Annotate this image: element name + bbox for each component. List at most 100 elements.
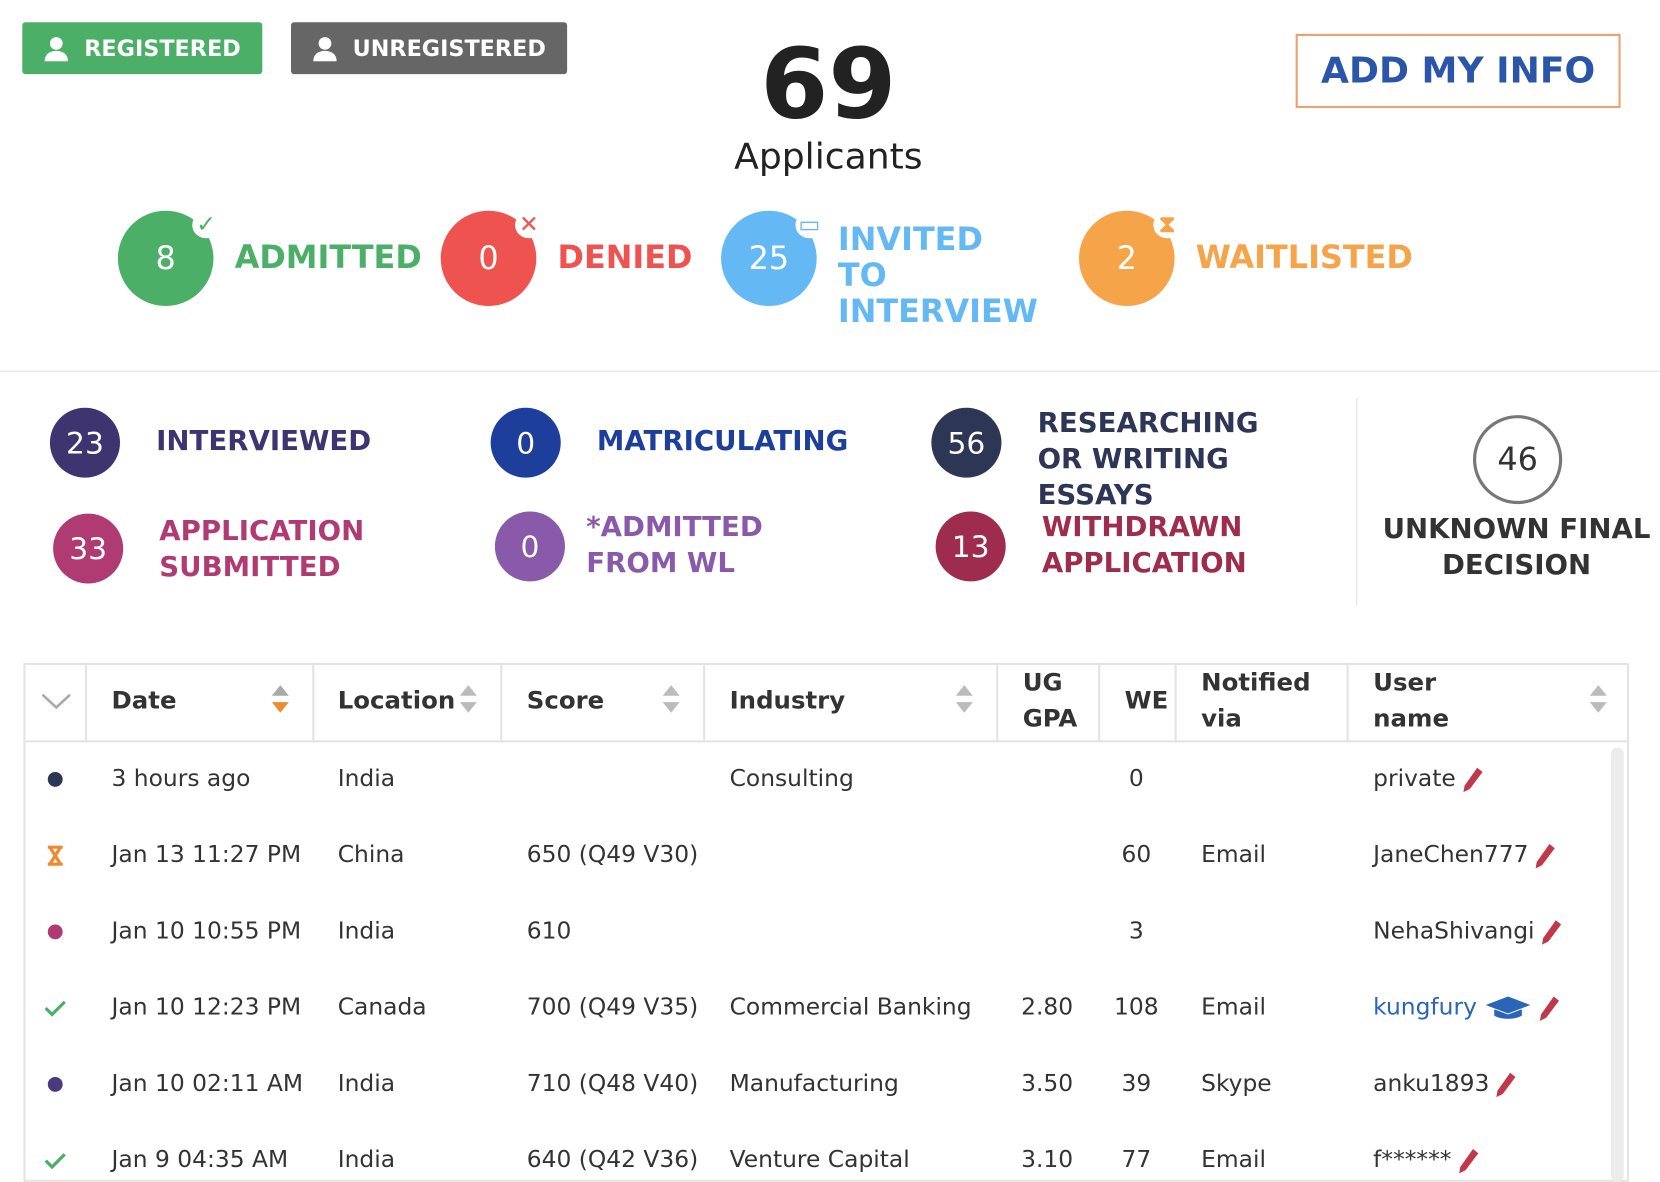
divider [1356, 398, 1358, 606]
button-label: UNREGISTERED [352, 35, 546, 61]
applicant-label: Applicants [734, 135, 923, 178]
status-label: MATRICULATING [596, 425, 849, 458]
scrollbar[interactable] [1611, 747, 1624, 1182]
table-cell: 710 (Q48 V40) [526, 1070, 699, 1098]
status-badge: ✕ [515, 211, 543, 239]
sort-icon [270, 683, 291, 719]
status-label: APPLICATION SUBMITTED [159, 515, 365, 584]
status-icon [45, 845, 66, 870]
edit-icon[interactable] [1477, 994, 1560, 1021]
pencil [1496, 1072, 1516, 1098]
unknown-count: 46 [1472, 415, 1563, 505]
user-icon [44, 36, 69, 61]
status-badge: ▭ [795, 211, 824, 239]
column-header: UG GPA [1022, 669, 1078, 733]
icon [44, 1153, 66, 1170]
status-icon [44, 998, 66, 1023]
applicant-count: 69 [760, 27, 897, 141]
sort-arrows[interactable] [661, 683, 682, 715]
column-header: Notified via [1201, 669, 1311, 733]
edit-icon[interactable] [1535, 918, 1563, 945]
table-cell: India [337, 1146, 396, 1174]
divider [0, 370, 1660, 372]
sort-arrows[interactable] [458, 683, 479, 715]
status-count: 0 [490, 407, 561, 478]
column-header: Location [337, 687, 456, 715]
pencil [1463, 767, 1483, 793]
table-cell: 60 [1121, 841, 1152, 869]
status-icon [44, 1150, 66, 1175]
table-cell: Jan 9 04:35 AM [111, 1146, 289, 1174]
table-cell: Jan 10 12:23 PM [111, 994, 302, 1021]
sort-arrows[interactable] [954, 683, 975, 715]
table-cell: Email [1201, 994, 1266, 1021]
table-cell: Email [1201, 1146, 1266, 1174]
status-count: 33 [53, 513, 124, 584]
sort-arrows[interactable] [270, 683, 291, 715]
edit-icon[interactable] [1456, 766, 1484, 793]
status-count: 8 [117, 210, 214, 307]
column-header: Score [526, 687, 605, 715]
table-cell: 77 [1121, 1146, 1152, 1174]
unregistered-button[interactable]: UNREGISTERED [290, 22, 568, 75]
status-badge: ⧗ [1153, 211, 1181, 239]
table-cell: f****** [1373, 1145, 1479, 1177]
column-rule [1174, 662, 1177, 743]
column-rule [312, 662, 315, 743]
table-cell: India [337, 918, 396, 945]
status-label: WITHDRAWN APPLICATION [1041, 511, 1247, 580]
table-cell: Skype [1201, 1070, 1272, 1098]
table-cell: NehaShivangi [1373, 916, 1562, 948]
table-cell: Email [1201, 841, 1266, 869]
table-cell: Manufacturing [729, 1070, 899, 1098]
table-cell: 0 [1128, 765, 1144, 793]
table-cell: India [337, 765, 396, 793]
status-label: INVITED TO INTERVIEW [837, 221, 1038, 331]
button-label: REGISTERED [84, 35, 241, 61]
status-count: 0 [494, 511, 565, 582]
column-rule [1098, 662, 1101, 743]
column-header: User name [1373, 669, 1450, 733]
status-icon [45, 769, 66, 794]
header-rule [23, 740, 1630, 743]
registered-button[interactable]: REGISTERED [22, 22, 263, 75]
table-cell: 3.50 [1021, 1070, 1074, 1098]
icon [44, 1000, 66, 1017]
pencil [1458, 1149, 1479, 1174]
add-info-button[interactable]: ADD MY INFO [1295, 33, 1621, 109]
column-rule [84, 662, 88, 743]
column-rule [703, 662, 706, 743]
table-cell: Canada [337, 994, 427, 1021]
table-cell: Venture Capital [729, 1146, 910, 1174]
pencil [1541, 920, 1562, 945]
edit-icon[interactable] [1451, 1147, 1479, 1174]
sort-icon [954, 683, 975, 719]
user-icon [313, 36, 337, 61]
column-rule [500, 662, 503, 743]
icon [47, 924, 63, 940]
table-cell: India [337, 1070, 396, 1098]
status-count: 13 [935, 511, 1006, 582]
edit-icon[interactable] [1528, 842, 1556, 869]
pencil [1535, 844, 1556, 869]
status-icon [45, 921, 66, 946]
table-cell: kungfury [1373, 992, 1560, 1024]
icon [47, 1077, 63, 1092]
icon [47, 772, 63, 787]
sort-icon [1588, 683, 1609, 719]
status-count: 23 [49, 407, 121, 478]
status-icon [45, 1074, 66, 1099]
table-cell: 39 [1121, 1070, 1152, 1098]
edit-icon[interactable] [1489, 1071, 1517, 1098]
table-cell: China [337, 841, 405, 869]
table-cell: private [1373, 764, 1483, 796]
column-rule [996, 662, 999, 743]
status-label: RESEARCHING OR WRITING ESSAYS [1037, 407, 1259, 512]
sort-icon [458, 683, 479, 719]
collapse-icon[interactable] [40, 690, 72, 711]
sort-arrows[interactable] [1588, 683, 1609, 715]
table-cell: 650 (Q49 V30) [526, 841, 699, 869]
sort-icon [661, 683, 682, 719]
